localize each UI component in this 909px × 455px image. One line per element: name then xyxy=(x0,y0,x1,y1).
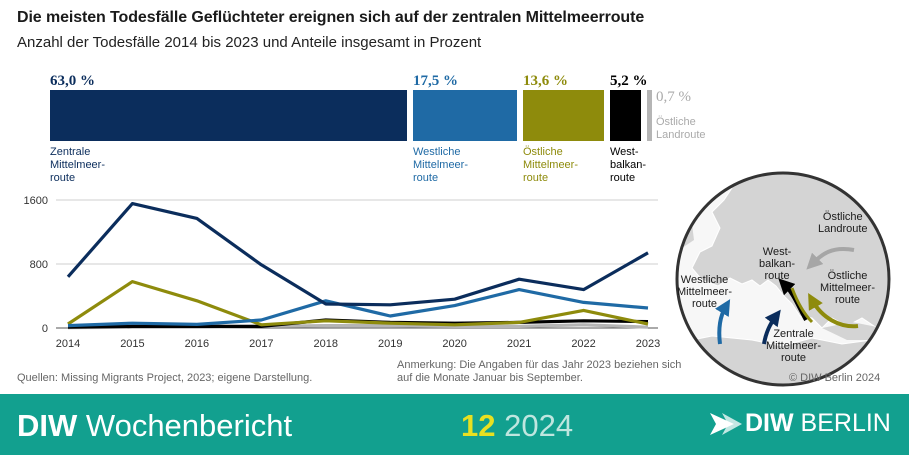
share-pct-westbalkan: 5,2 % xyxy=(610,73,648,89)
source-note: Quellen: Missing Migrants Project, 2023;… xyxy=(17,372,313,384)
map-europe xyxy=(691,173,889,329)
series-line xyxy=(67,280,649,327)
share-bar-westbalkan xyxy=(610,90,641,141)
share-pct-zentrale: 63,0 % xyxy=(50,73,95,89)
series-layer xyxy=(66,202,649,330)
chart-title: Die meisten Todesfälle Geflüchteter erei… xyxy=(17,9,645,26)
line-chart: 0 800 1600 2014 2015 2016 2017 2018 2019 2020 2021… xyxy=(24,195,661,350)
diw-logo-icon xyxy=(710,413,742,435)
route-central-med xyxy=(762,309,781,345)
share-bar-zentrale xyxy=(50,90,407,141)
share-label-landroute: Östliche Landroute xyxy=(656,116,706,141)
y-tick-label: 1600 xyxy=(24,195,48,207)
x-tick-label: 2021 xyxy=(507,338,531,350)
axis-layer: 0 800 1600 2014 2015 2016 2017 2018 2019 2020 2021… xyxy=(24,195,661,350)
share-pct-landroute: 0,7 % xyxy=(656,89,691,105)
logo-text-rest: BERLIN xyxy=(793,409,891,437)
y-tick-label: 800 xyxy=(30,259,48,271)
issue-number: 12 xyxy=(461,408,496,443)
map-label-east-land: Östliche Landroute xyxy=(818,211,868,235)
footer-brand-bold: DIW xyxy=(17,408,78,443)
x-tick-label: 2023 xyxy=(636,338,660,350)
route-east-med-2 xyxy=(790,287,814,324)
series-line xyxy=(67,288,649,328)
copyright: © DIW Berlin 2024 xyxy=(789,372,881,384)
map-frame xyxy=(675,171,891,387)
x-tick-label: 2015 xyxy=(120,338,144,350)
route-west-med xyxy=(715,299,731,345)
map-label-west-med: Westliche Mittelmeer- route xyxy=(677,274,733,310)
route-east-med xyxy=(808,293,859,329)
map-label-west-balkan: West- balkan- route xyxy=(759,246,796,282)
logo-text-bold: DIW xyxy=(745,409,794,437)
map-label-east-med: Östliche Mittelmeer- route xyxy=(820,270,876,306)
issue-year: 2024 xyxy=(495,408,574,443)
annotation-note: Anmerkung: Die Angaben für das Jahr 2023… xyxy=(397,359,682,384)
route-east-land xyxy=(806,247,855,270)
x-tick-label: 2017 xyxy=(249,338,273,350)
x-tick-label: 2018 xyxy=(314,338,338,350)
share-label-westliche: Westliche Mittelmeer- route xyxy=(413,146,469,184)
footer-band xyxy=(0,394,909,455)
map-label-central-med: Zentrale Mittelmeer- route xyxy=(766,328,822,364)
route-map xyxy=(675,171,891,387)
chart-subtitle: Anzahl der Todesfälle 2014 bis 2023 und … xyxy=(17,34,482,51)
share-pct-westliche: 17,5 % xyxy=(413,73,458,89)
share-bar-landroute xyxy=(647,90,652,141)
x-tick-label: 2014 xyxy=(56,338,80,350)
x-tick-label: 2020 xyxy=(442,338,466,350)
share-label-zentrale: Zentrale Mittelmeer- route xyxy=(50,146,106,184)
share-bar-oestliche xyxy=(523,90,604,141)
share-label-westbalkan: West- balkan- route xyxy=(610,146,647,184)
footer-brand: DIW Wochenbericht xyxy=(17,408,292,444)
share-pct-oestliche: 13,6 % xyxy=(523,73,568,89)
map-north xyxy=(677,173,712,198)
share-label-oestliche: Östliche Mittelmeer- route xyxy=(523,146,579,184)
logo-text: DIW BERLIN xyxy=(745,409,891,438)
y-tick-label: 0 xyxy=(42,323,48,335)
series-line xyxy=(66,202,649,307)
share-bar-westliche xyxy=(413,90,517,141)
footer-brand-rest: Wochenbericht xyxy=(77,408,293,443)
x-tick-label: 2022 xyxy=(571,338,595,350)
footer-issue: 12 2024 xyxy=(461,408,573,444)
x-tick-label: 2016 xyxy=(185,338,209,350)
x-tick-label: 2019 xyxy=(378,338,402,350)
